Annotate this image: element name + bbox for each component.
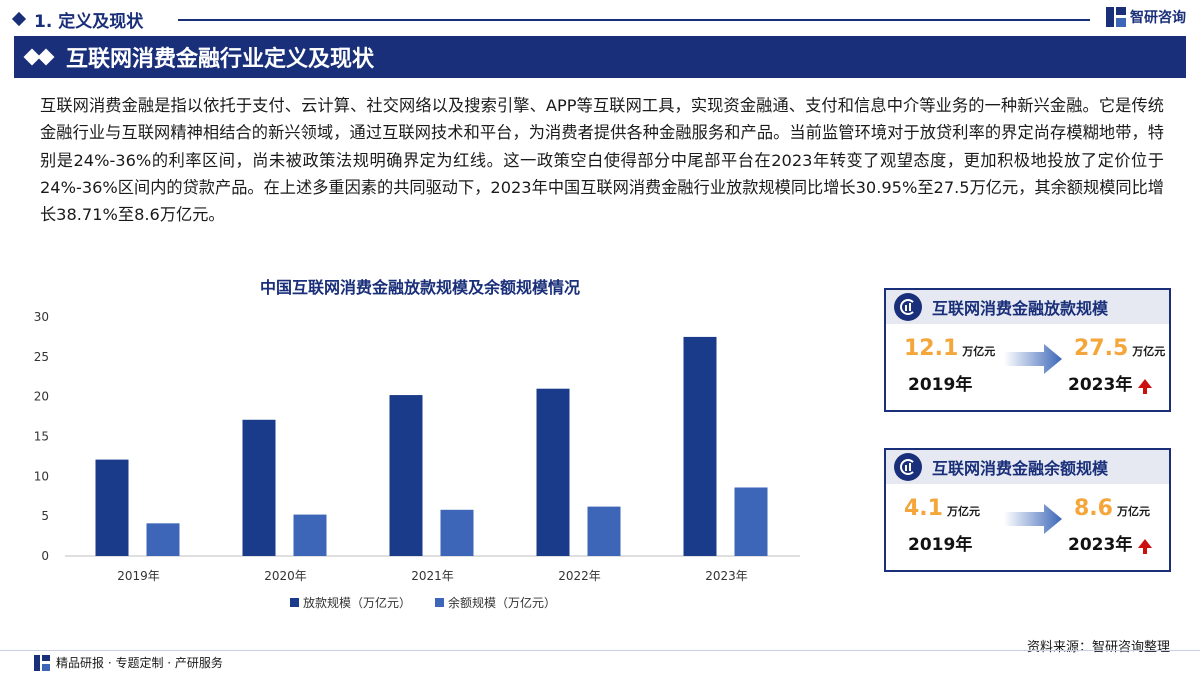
- chart-circle-icon: [894, 453, 922, 481]
- page-title: 互联网消费金融行业定义及现状: [66, 47, 375, 72]
- bar-lending: [683, 336, 717, 556]
- source-note: 资料来源：智研咨询整理: [1026, 640, 1170, 655]
- card-from-value: 12.1 万亿元: [904, 336, 995, 361]
- footer-text: 精品研报 · 专题定制 · 产研服务: [56, 656, 223, 670]
- bar-balance: [587, 506, 621, 556]
- up-arrow-icon: [1138, 539, 1153, 554]
- footer-divider: [0, 650, 1200, 651]
- bar-lending: [242, 419, 276, 556]
- x-tick-label: 2021年: [411, 569, 454, 583]
- to-unit: 万亿元: [1116, 505, 1150, 518]
- to-year-wrap: 2023年: [1068, 370, 1153, 395]
- bar-balance: [734, 487, 768, 556]
- brand-name: 智研咨询: [1130, 10, 1186, 26]
- bar-balance: [293, 514, 327, 556]
- card-to-value: 27.5 万亿元: [1074, 336, 1165, 361]
- footer-logo-icon: [34, 654, 50, 671]
- from-number: 4.1: [904, 496, 943, 521]
- y-tick-label: 25: [34, 350, 49, 364]
- bar-chart: 0 5 10 15 20 25 30 2019年 2020年 2021年 2022年 2023年放款规…: [34, 310, 800, 610]
- header-divider: [178, 19, 1090, 21]
- x-tick-label: 2020年: [264, 569, 307, 583]
- y-tick-label: 5: [41, 509, 49, 523]
- up-arrow-icon: [1138, 379, 1153, 394]
- diamond-icon: [11, 11, 27, 27]
- right-arrow-icon: [1004, 504, 1062, 534]
- to-year: 2023年: [1068, 535, 1133, 555]
- card-title: 互联网消费金融放款规模: [932, 299, 1109, 318]
- brand: 智研咨询: [1106, 7, 1186, 27]
- x-tick-label: 2022年: [558, 569, 601, 583]
- legend-swatch: [290, 598, 299, 607]
- from-number: 12.1: [904, 336, 959, 361]
- section-title: 1. 定义及现状: [34, 11, 144, 32]
- bar-lending: [536, 388, 570, 556]
- card-header: 互联网消费金融余额规模: [886, 450, 1169, 484]
- to-number: 27.5: [1074, 336, 1129, 361]
- card-to-value: 8.6 万亿元: [1074, 496, 1150, 521]
- bar-lending: [389, 395, 423, 556]
- to-unit: 万亿元: [1132, 345, 1166, 358]
- card-header: 互联网消费金融放款规模: [886, 290, 1169, 324]
- chart-circle-icon: [894, 293, 922, 321]
- to-number: 8.6: [1074, 496, 1113, 521]
- footer: 精品研报 · 专题定制 · 产研服务: [34, 654, 223, 671]
- card-lending-scale: 互联网消费金融放款规模 12.1 万亿元 27.5 万亿元 2019年 2023…: [884, 288, 1171, 412]
- right-arrow-icon: [1004, 344, 1062, 374]
- x-tick-label: 2023年: [705, 569, 748, 583]
- to-year-wrap: 2023年: [1068, 530, 1153, 555]
- card-balance-scale: 互联网消费金融余额规模 4.1 万亿元 8.6 万亿元 2019年 2023年: [884, 448, 1171, 572]
- card-title: 互联网消费金融余额规模: [932, 459, 1109, 478]
- legend-label: 余额规模（万亿元）: [448, 595, 556, 610]
- legend-label: 放款规模（万亿元）: [303, 595, 411, 610]
- x-tick-label: 2019年: [117, 569, 160, 583]
- intro-paragraph: 互联网消费金融是指以依托于支付、云计算、社交网络以及搜索引擎、APP等互联网工具…: [40, 96, 1164, 225]
- title-banner: 互联网消费金融行业定义及现状: [14, 36, 1186, 78]
- from-unit: 万亿元: [962, 345, 996, 358]
- from-year: 2019年: [908, 375, 973, 395]
- from-unit: 万亿元: [946, 505, 980, 518]
- y-tick-label: 0: [41, 549, 49, 563]
- double-diamond-icon: [23, 46, 58, 68]
- y-tick-label: 10: [34, 469, 49, 483]
- y-tick-label: 15: [34, 430, 49, 444]
- from-year: 2019年: [908, 535, 973, 555]
- bar-lending: [95, 459, 129, 556]
- section-header: 1. 定义及现状: [11, 8, 144, 32]
- card-from-value: 4.1 万亿元: [904, 496, 980, 521]
- bar-balance: [146, 523, 180, 556]
- legend-swatch: [435, 598, 444, 607]
- to-year: 2023年: [1068, 375, 1133, 395]
- y-tick-label: 30: [34, 310, 49, 324]
- y-tick-label: 20: [34, 390, 49, 404]
- chart-title: 中国互联网消费金融放款规模及余额规模情况: [259, 278, 580, 297]
- brand-logo-icon: [1106, 7, 1126, 27]
- bar-balance: [440, 509, 474, 556]
